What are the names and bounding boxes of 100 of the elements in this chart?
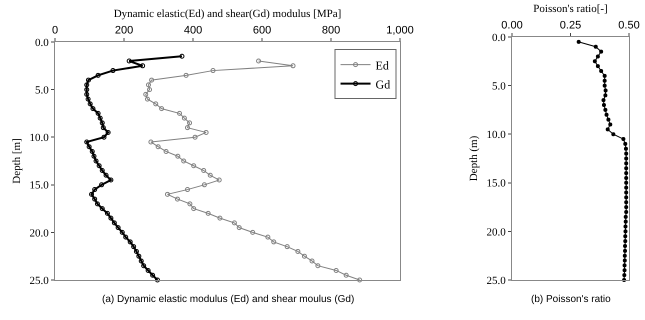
point [603,108,608,112]
point [136,254,142,259]
point [92,196,98,202]
point [624,180,628,185]
x-tick-label: 600 [252,24,272,37]
point [621,137,626,142]
point [602,84,607,88]
point [624,171,628,176]
point [250,230,256,235]
point [204,130,209,135]
point [265,234,270,240]
point [100,125,106,130]
point [147,87,152,92]
point [604,88,608,92]
point [182,116,187,121]
point [208,172,213,178]
point [302,254,307,259]
point [104,210,110,216]
point [94,158,99,164]
x-axis-title: Poisson's ratio[-] [533,3,608,16]
point [608,122,612,126]
point [624,210,628,214]
point [602,74,607,78]
point [594,44,598,49]
point [624,214,628,219]
point [604,112,609,117]
point [154,278,160,282]
point [108,178,114,183]
point [191,163,196,168]
point [256,58,262,64]
y-axis-title: Depth [m] [11,138,24,184]
y-tick-label: 15.0 [486,178,506,190]
point [623,224,628,229]
point [91,154,96,159]
point [606,127,610,132]
legend-label: Ed [376,58,389,72]
point [86,78,91,83]
x-tick-label: 0 [52,24,58,37]
point [284,244,290,250]
point [187,120,192,126]
y-axis-title: Depth (m) [468,135,480,182]
point [108,216,114,221]
text: (a) Dynamic elastic modulus (Ed) and shear moulus (Gd) [102,294,354,305]
point [602,103,606,108]
point [271,239,276,244]
text: (b) Poisson's ratio [531,294,612,305]
point [146,82,151,88]
point [143,92,148,97]
point [624,220,628,224]
point [104,172,109,178]
point [120,230,125,235]
point [601,98,606,102]
point [624,195,628,200]
point [110,68,116,74]
point [140,63,146,68]
point [602,78,607,83]
point [217,216,222,221]
point [146,268,151,273]
point [624,200,628,204]
point [184,187,190,192]
point [134,248,139,254]
point [98,116,103,121]
point [216,178,222,183]
x-axis-title: Dynamic elastic(Ed) and shear(Gd) modulus [MPa] [114,8,342,20]
x-tick-label: 1,000 [386,24,414,37]
point [624,186,628,190]
y-tick-label: 5.0 [492,80,506,92]
point [164,192,170,197]
x-tick-label: 0.50 [618,20,640,32]
point [622,254,627,258]
point [606,118,610,122]
x-tick-label: 0.00 [501,20,523,32]
point [623,234,628,238]
y-tick-label: 25.0 [486,274,506,287]
point [100,168,105,174]
x-tick-label: 800 [322,24,340,37]
point [603,93,608,98]
point [624,190,628,195]
point [236,225,242,230]
point [174,196,180,202]
point [599,69,604,74]
point [126,58,132,64]
point [206,210,211,216]
point [84,87,90,92]
point [622,268,627,272]
point [94,201,100,206]
point [622,263,627,268]
point [92,187,98,192]
point [232,220,237,226]
point [334,268,339,273]
point [310,258,315,264]
point [138,258,144,264]
y-tick-label: 20.0 [30,227,50,240]
point [100,206,105,212]
point [116,225,121,230]
point [624,146,628,151]
point [96,163,102,168]
point [99,182,104,188]
y-tick-label: 5.0 [35,84,50,96]
point [202,182,207,188]
